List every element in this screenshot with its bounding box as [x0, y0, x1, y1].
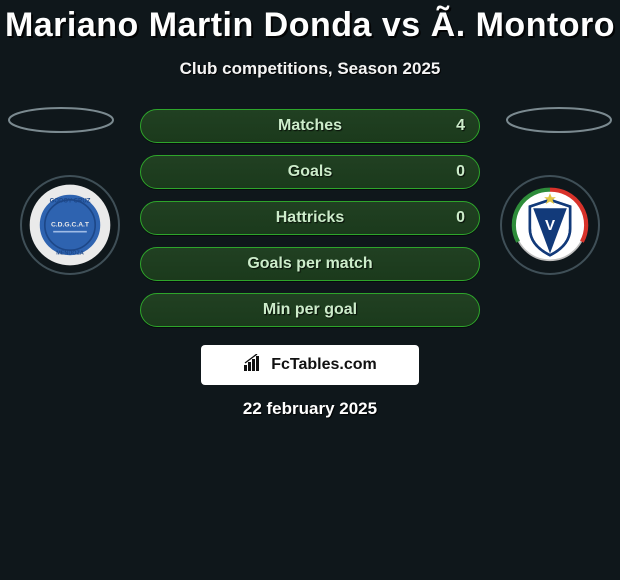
svg-text:C.D.G.C.A.T: C.D.G.C.A.T [51, 222, 90, 229]
footer-date: 22 february 2025 [0, 399, 620, 419]
stat-row-goals: Goals 0 [140, 155, 480, 189]
bar-chart-icon [243, 354, 265, 377]
brand-text: FcTables.com [271, 356, 377, 374]
stat-value-right: 0 [456, 156, 465, 188]
stat-label: Hattricks [141, 202, 479, 234]
club-badge-right: V [500, 175, 600, 275]
stat-value-right: 4 [456, 110, 465, 142]
svg-text:GODOY CRUZ: GODOY CRUZ [50, 198, 91, 204]
stat-value-right: 0 [456, 202, 465, 234]
club-crest-right-icon: V [508, 183, 592, 267]
stat-label: Goals [141, 156, 479, 188]
stat-row-min-per-goal: Min per goal [140, 293, 480, 327]
stat-rows: Matches 4 Goals 0 Hattricks 0 Goals per … [140, 109, 480, 327]
page-title: Mariano Martin Donda vs Ã. Montoro [0, 0, 620, 45]
svg-text:MENDOZA: MENDOZA [56, 250, 84, 256]
stat-label: Goals per match [141, 248, 479, 280]
club-crest-left-icon: C.D.G.C.A.T GODOY CRUZ MENDOZA [28, 183, 112, 267]
stat-label: Min per goal [141, 294, 479, 326]
comparison-panel: C.D.G.C.A.T GODOY CRUZ MENDOZA V Matches… [0, 109, 620, 419]
club-badge-left: C.D.G.C.A.T GODOY CRUZ MENDOZA [20, 175, 120, 275]
stat-row-goals-per-match: Goals per match [140, 247, 480, 281]
player-right-avatar-slot [504, 105, 614, 135]
brand-box: FcTables.com [201, 345, 419, 385]
svg-text:V: V [545, 217, 555, 234]
player-left-avatar-slot [6, 105, 116, 135]
stat-row-matches: Matches 4 [140, 109, 480, 143]
stat-label: Matches [141, 110, 479, 142]
page-subtitle: Club competitions, Season 2025 [0, 59, 620, 79]
stat-row-hattricks: Hattricks 0 [140, 201, 480, 235]
